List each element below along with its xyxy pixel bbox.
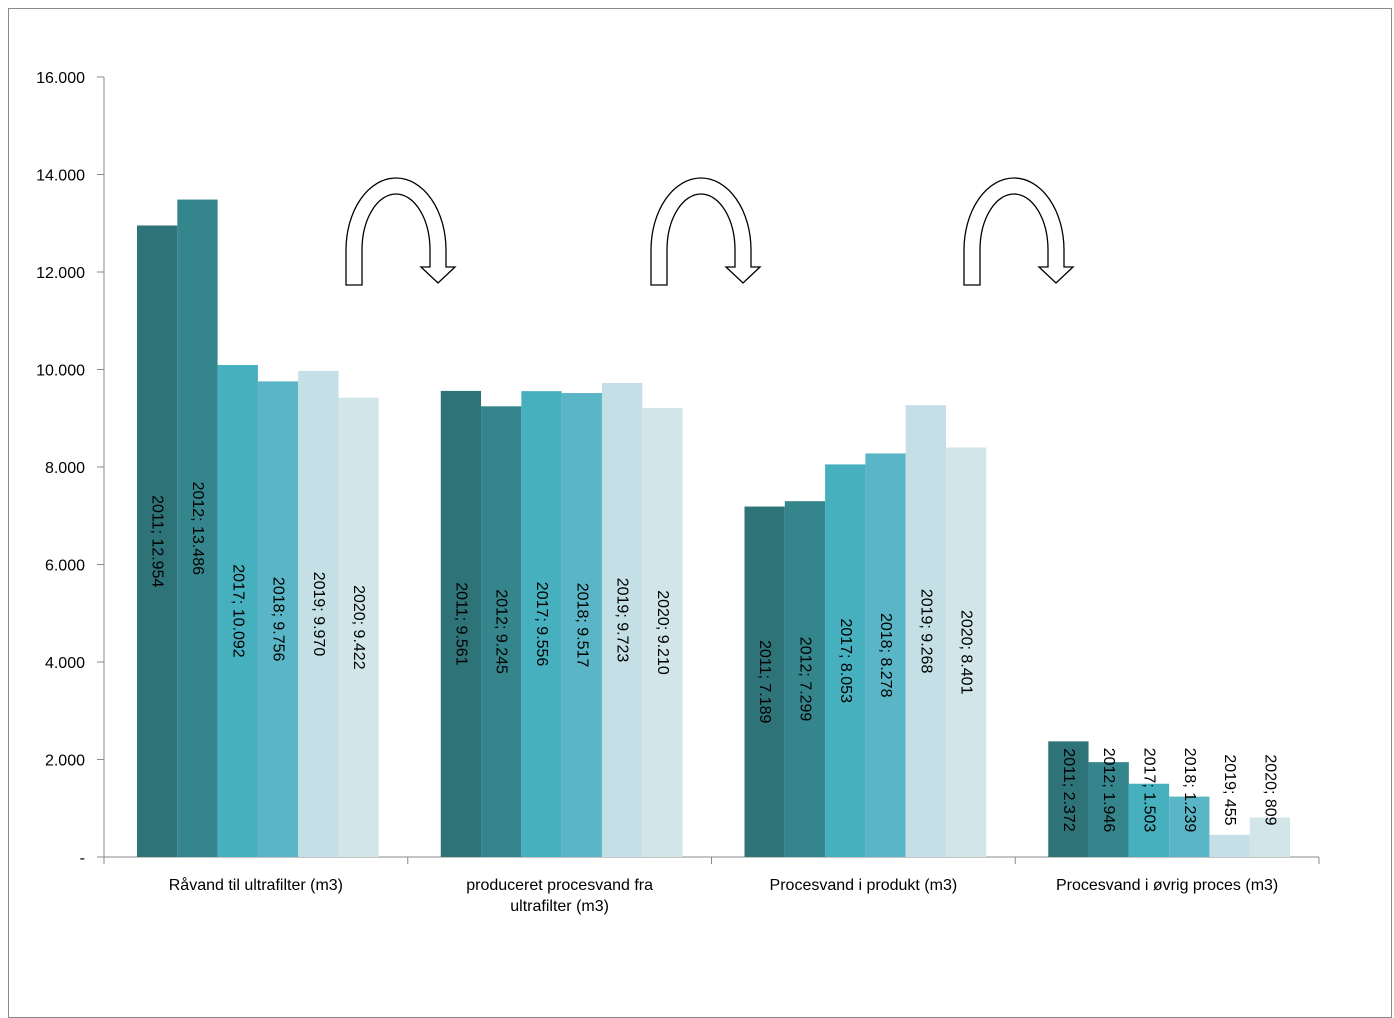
bar-2020: [946, 447, 987, 857]
y-tick-label: 10.000: [36, 363, 85, 380]
data-label: 2020; 9.422: [350, 585, 367, 670]
curved-arrow-icon: [650, 177, 762, 286]
curved-arrow-icon: [345, 177, 457, 286]
y-tick-label: -: [80, 850, 85, 867]
y-tick-label: 2.000: [45, 753, 85, 770]
data-label: 2017; 8.053: [837, 618, 854, 703]
data-label: 2011; 7.189: [756, 640, 773, 723]
data-label: 2017; 10.092: [229, 564, 246, 658]
data-label: 2020; 809: [1261, 754, 1278, 825]
data-label: 2018; 1.239: [1181, 748, 1198, 833]
category-label: produceret procesvand fra ultrafilter (m3…: [466, 877, 653, 915]
data-label: 2018; 9.756: [270, 577, 287, 662]
data-label: 2012; 9.245: [493, 589, 510, 674]
data-label: 2011; 12.954: [149, 495, 166, 587]
data-label: 2020; 9.210: [654, 590, 671, 675]
bar-2019: [601, 383, 643, 857]
bar-2018: [561, 393, 602, 857]
data-label: 2017; 9.556: [533, 582, 550, 667]
bar-2012: [481, 406, 522, 857]
data-label: 2018; 8.278: [877, 613, 894, 698]
data-label: 2019; 9.723: [614, 578, 631, 663]
bar-2019: [905, 405, 946, 857]
data-label: 2017; 1.503: [1141, 748, 1158, 833]
bar-2020: [1249, 817, 1291, 857]
category-label: Procesvand i produkt (m3): [770, 877, 958, 894]
y-tick-label: 16.000: [36, 70, 85, 87]
data-label: 2018; 9.517: [573, 583, 590, 668]
bar-2020: [338, 397, 379, 857]
bar-2012: [1088, 762, 1129, 857]
data-label: 2012; 1.946: [1100, 748, 1117, 833]
bar-2011: [1048, 741, 1089, 857]
bar-2018: [1169, 796, 1210, 857]
data-label: 2020; 8.401: [958, 610, 975, 695]
curved-arrow-icon: [963, 177, 1075, 286]
bar-2011: [137, 225, 178, 857]
y-tick-label: 8.000: [45, 460, 85, 477]
bar-2012: [177, 199, 218, 857]
y-tick-label: 4.000: [45, 655, 85, 672]
bar-2017: [521, 391, 562, 857]
data-label: 2012; 13.486: [189, 482, 206, 576]
y-tick-label: 6.000: [45, 558, 85, 575]
bar-2017: [1128, 783, 1170, 857]
data-label: 2011; 9.561: [452, 582, 469, 665]
y-tick-label: 14.000: [36, 168, 85, 185]
bar-2020: [642, 408, 683, 857]
data-label: 2019; 455: [1221, 754, 1238, 825]
bar-2012: [784, 501, 826, 857]
bar-2017: [825, 464, 866, 857]
data-label: 2011; 2.372: [1060, 748, 1077, 831]
bar-2018: [257, 381, 299, 857]
category-label: Procesvand i øvrig proces (m3): [1056, 877, 1278, 894]
data-label: 2019; 9.970: [310, 572, 327, 657]
category-label: Råvand til ultrafilter (m3): [169, 876, 343, 894]
bar-2018: [865, 453, 906, 857]
bar-2011: [744, 506, 785, 857]
bar-2011: [440, 390, 482, 857]
y-tick-label: 12.000: [36, 265, 85, 282]
data-label: 2012; 7.299: [796, 637, 813, 722]
bar-2019: [298, 370, 339, 857]
bar-2019: [1209, 834, 1250, 857]
data-label: 2019; 9.268: [917, 589, 934, 674]
bar-2017: [217, 365, 258, 857]
